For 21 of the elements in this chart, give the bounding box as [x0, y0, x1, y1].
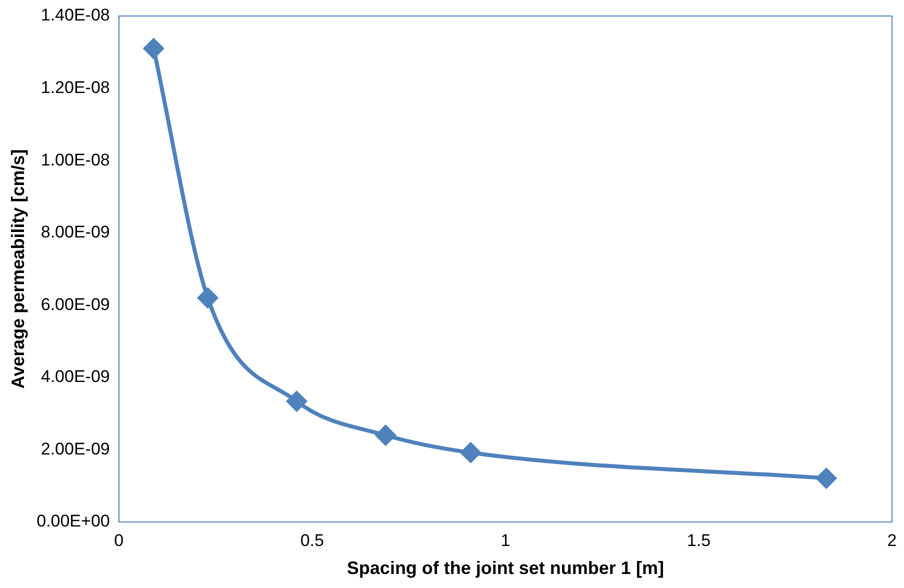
y-tick-label: 8.00E-09	[40, 222, 110, 242]
x-tick-label: 1	[500, 530, 510, 550]
x-tick-label: 0.5	[300, 530, 324, 550]
point	[460, 442, 481, 463]
y-axis-title: Average permeability [cm/s]	[8, 149, 28, 389]
x-tick-label: 1.5	[686, 530, 711, 550]
y-tick-label: 1.20E-08	[40, 78, 110, 97]
point	[286, 391, 307, 412]
point	[816, 468, 836, 488]
x-tick-label: 0	[114, 530, 124, 550]
y-tick-label: 1.00E-08	[40, 150, 110, 170]
y-tick-label: 0.00E+00	[36, 512, 110, 531]
x-axis-title: Spacing of the joint set number 1 [m]	[346, 558, 664, 578]
y-tick-label: 4.00E-09	[40, 367, 110, 386]
x-tick-label: 2	[887, 530, 897, 550]
y-tick-label: 2.00E-09	[40, 439, 110, 458]
y-tick-label: 1.40E-08	[40, 6, 110, 25]
point	[376, 425, 396, 446]
point	[144, 38, 164, 59]
point	[198, 288, 218, 308]
y-tick-label: 6.00E-09	[40, 294, 110, 314]
